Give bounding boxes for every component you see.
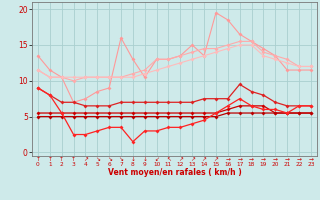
X-axis label: Vent moyen/en rafales ( km/h ): Vent moyen/en rafales ( km/h ) xyxy=(108,168,241,177)
